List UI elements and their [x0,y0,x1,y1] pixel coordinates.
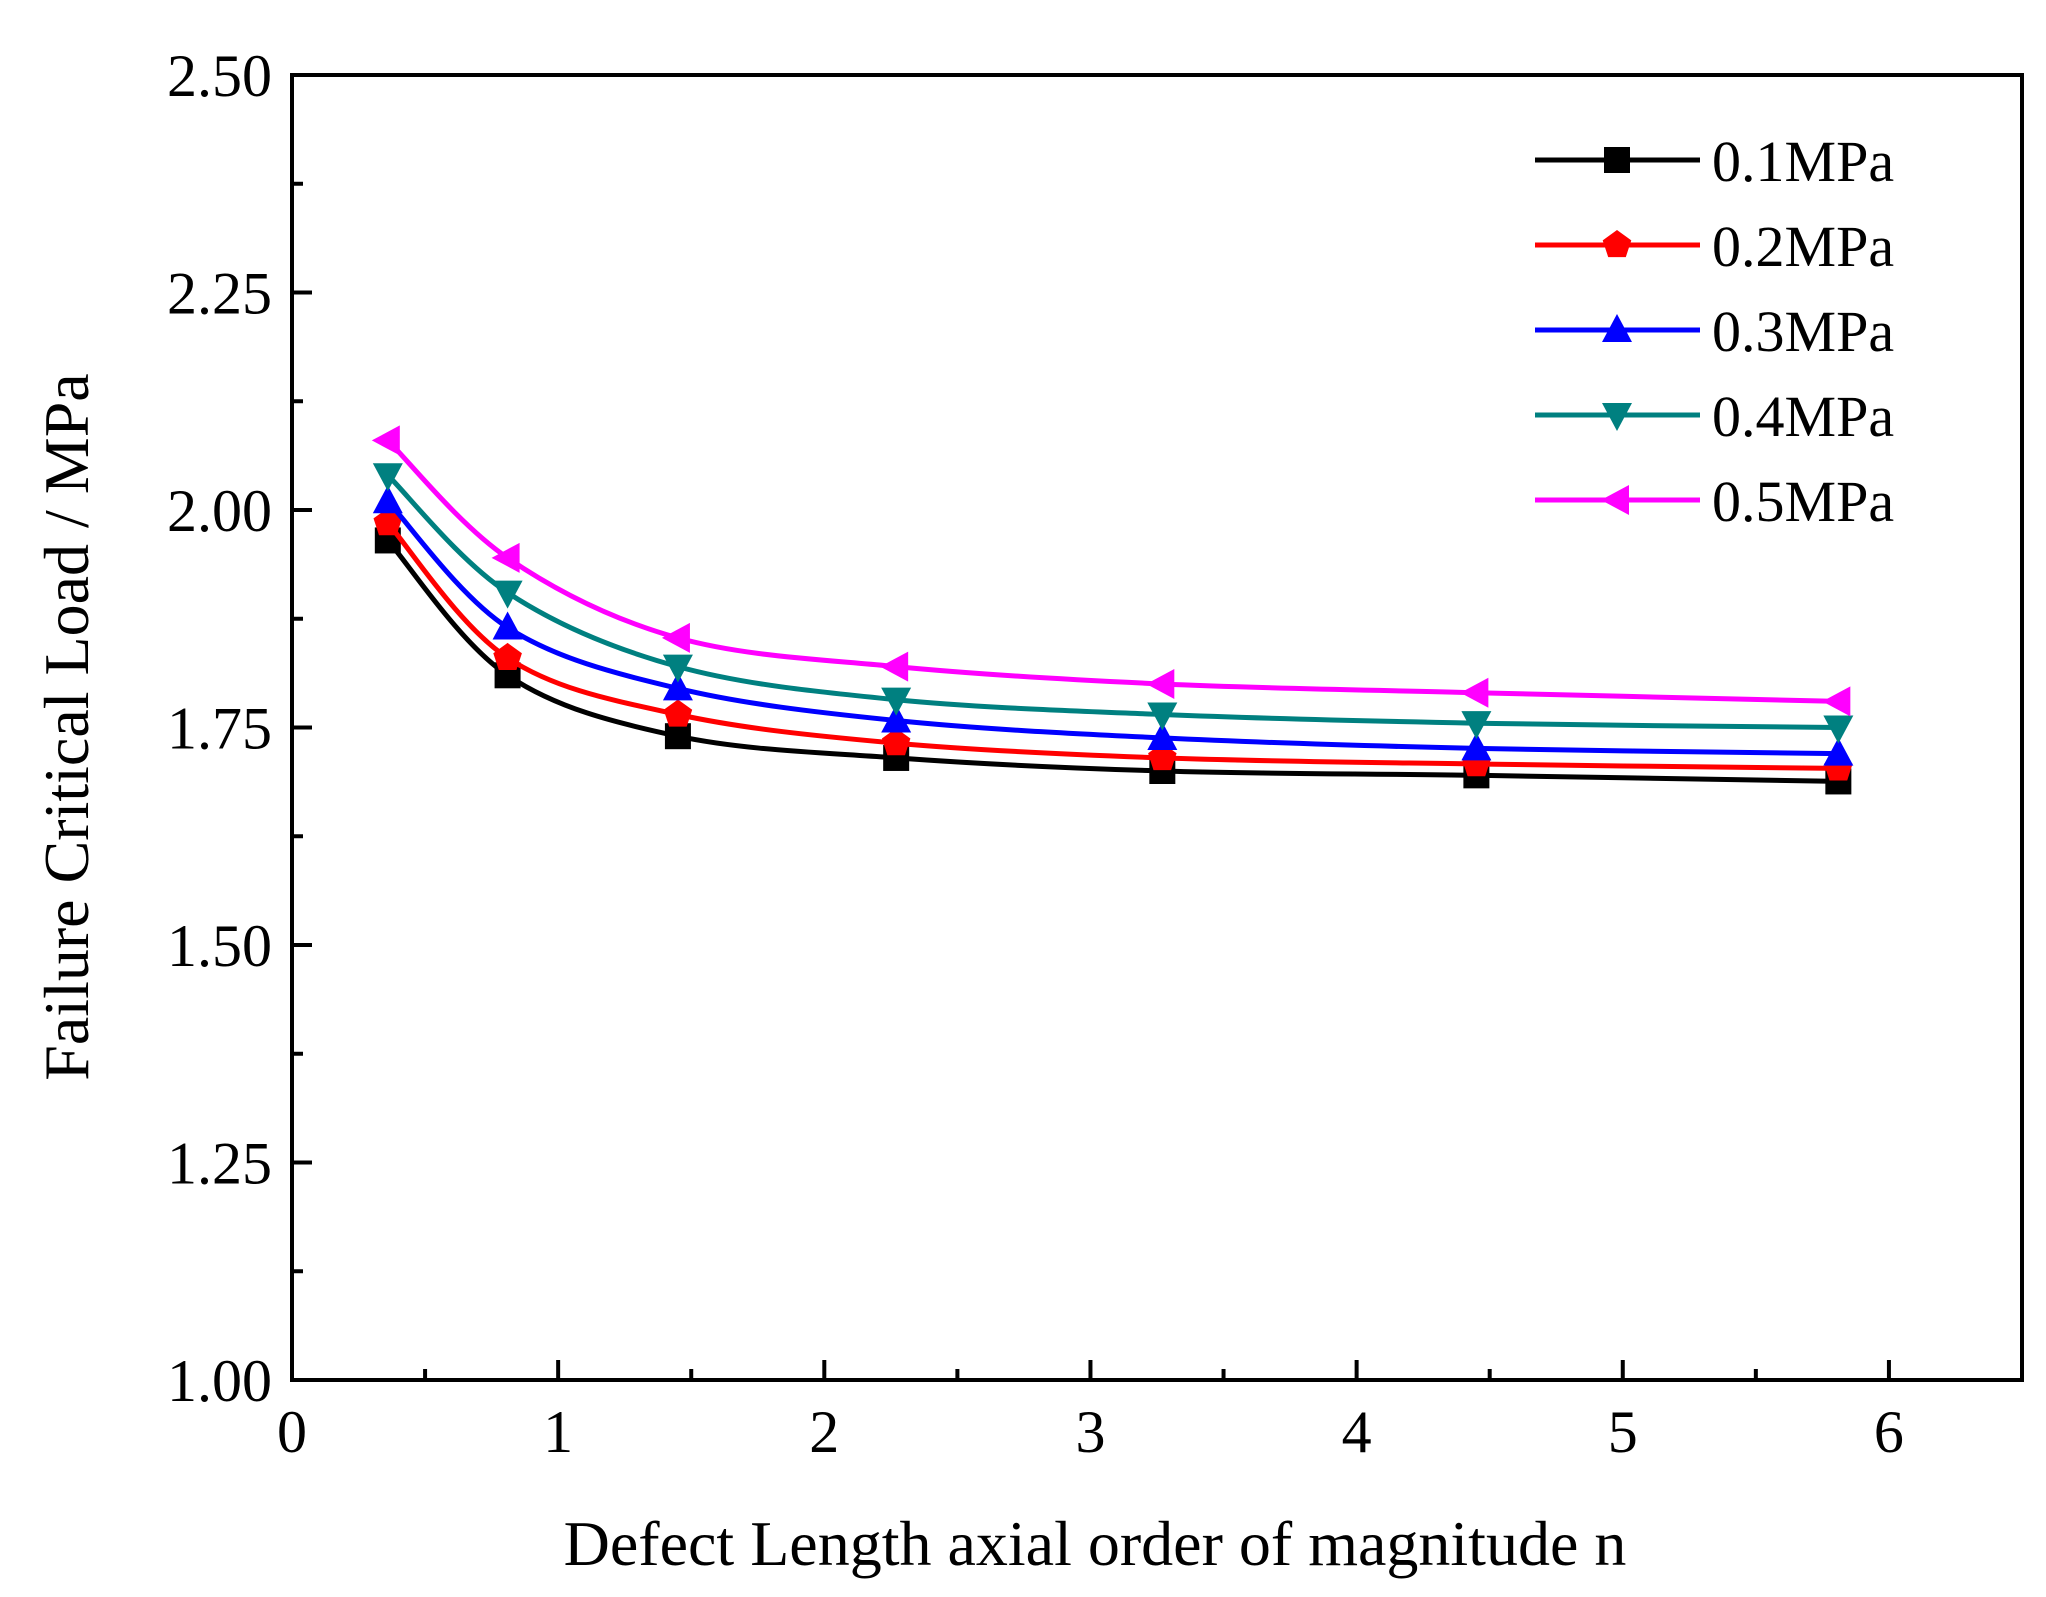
plot-frame [290,73,2024,1382]
data-point [663,699,693,727]
series-0-4mpa [372,463,1854,744]
x-tick-label: 6 [1874,1399,1904,1465]
legend-label: 0.2MPa [1712,214,1894,279]
legend-label: 0.3MPa [1712,299,1894,364]
x-axis-title: Defect Length axial order of magnitude n [564,1508,1627,1579]
legend-item: 0.1MPa [1535,129,1894,194]
x-tick-label: 1 [543,1399,573,1465]
data-point [492,580,523,609]
data-point [1823,737,1854,766]
data-point [1146,669,1175,699]
data-point [881,704,912,733]
series-line [385,538,1839,784]
y-axis-title: Failure Critical Load / MPa [31,373,102,1080]
data-point [1460,677,1489,708]
y-tick-label: 1.75 [167,696,272,762]
data-point [1461,711,1492,740]
y-tick-label: 2.25 [167,261,272,327]
x-tick-label: 2 [809,1399,839,1465]
y-tick-label: 1.50 [167,913,272,979]
data-point [492,611,523,640]
data-point [881,687,912,716]
data-point [493,642,522,670]
series-line [386,473,1839,730]
series-line [385,521,1839,771]
data-point [664,723,691,750]
legend: 0.1MPa 0.2MPa 0.3MPa 0.4MPa 0.5MPa [1535,129,1894,534]
data-point [662,654,693,683]
series-line [386,438,1839,704]
ticks-layer: 0 1 2 3 4 5 6 1.00 1.25 1.50 1.75 2.00 2.25 2.50 [167,43,1904,1465]
data-point [371,425,400,456]
data-point [1461,732,1492,761]
data-point [372,485,403,514]
legend-marker [1602,314,1632,342]
data-point [1822,686,1851,717]
x-tick-label: 4 [1342,1399,1372,1465]
x-tick-label: 3 [1075,1399,1105,1465]
series-layer [371,425,1854,795]
series-0-3mpa [372,485,1854,766]
series-0-2mpa [373,508,1853,781]
data-point [372,463,403,492]
legend-label: 0.1MPa [1712,129,1894,194]
legend-marker [1604,147,1630,173]
data-point [491,542,520,573]
y-tick-label: 2.00 [167,478,272,544]
x-tick-label: 5 [1608,1399,1638,1465]
data-point [1823,715,1854,744]
legend-item: 0.5MPa [1535,469,1894,534]
data-point [881,728,911,756]
legend-label: 0.4MPa [1712,384,1894,449]
y-tick-label: 2.50 [167,43,272,109]
legend-item: 0.3MPa [1535,299,1894,364]
data-point [1147,702,1178,731]
legend-marker [1602,230,1632,258]
y-tick-label: 1.00 [167,1348,272,1414]
legend-marker [1601,485,1629,515]
series-0-5mpa [371,425,1851,717]
data-point [661,622,690,653]
legend-label: 0.5MPa [1712,469,1894,534]
legend-item: 0.4MPa [1535,384,1894,449]
y-tick-label: 1.25 [167,1131,272,1197]
series-line [386,499,1839,757]
x-tick-label: 0 [277,1399,307,1465]
data-point [662,672,693,701]
data-point [373,508,403,536]
data-point [880,651,909,682]
data-point [1147,721,1178,750]
legend-item: 0.2MPa [1535,214,1894,279]
legend-marker [1602,403,1632,431]
